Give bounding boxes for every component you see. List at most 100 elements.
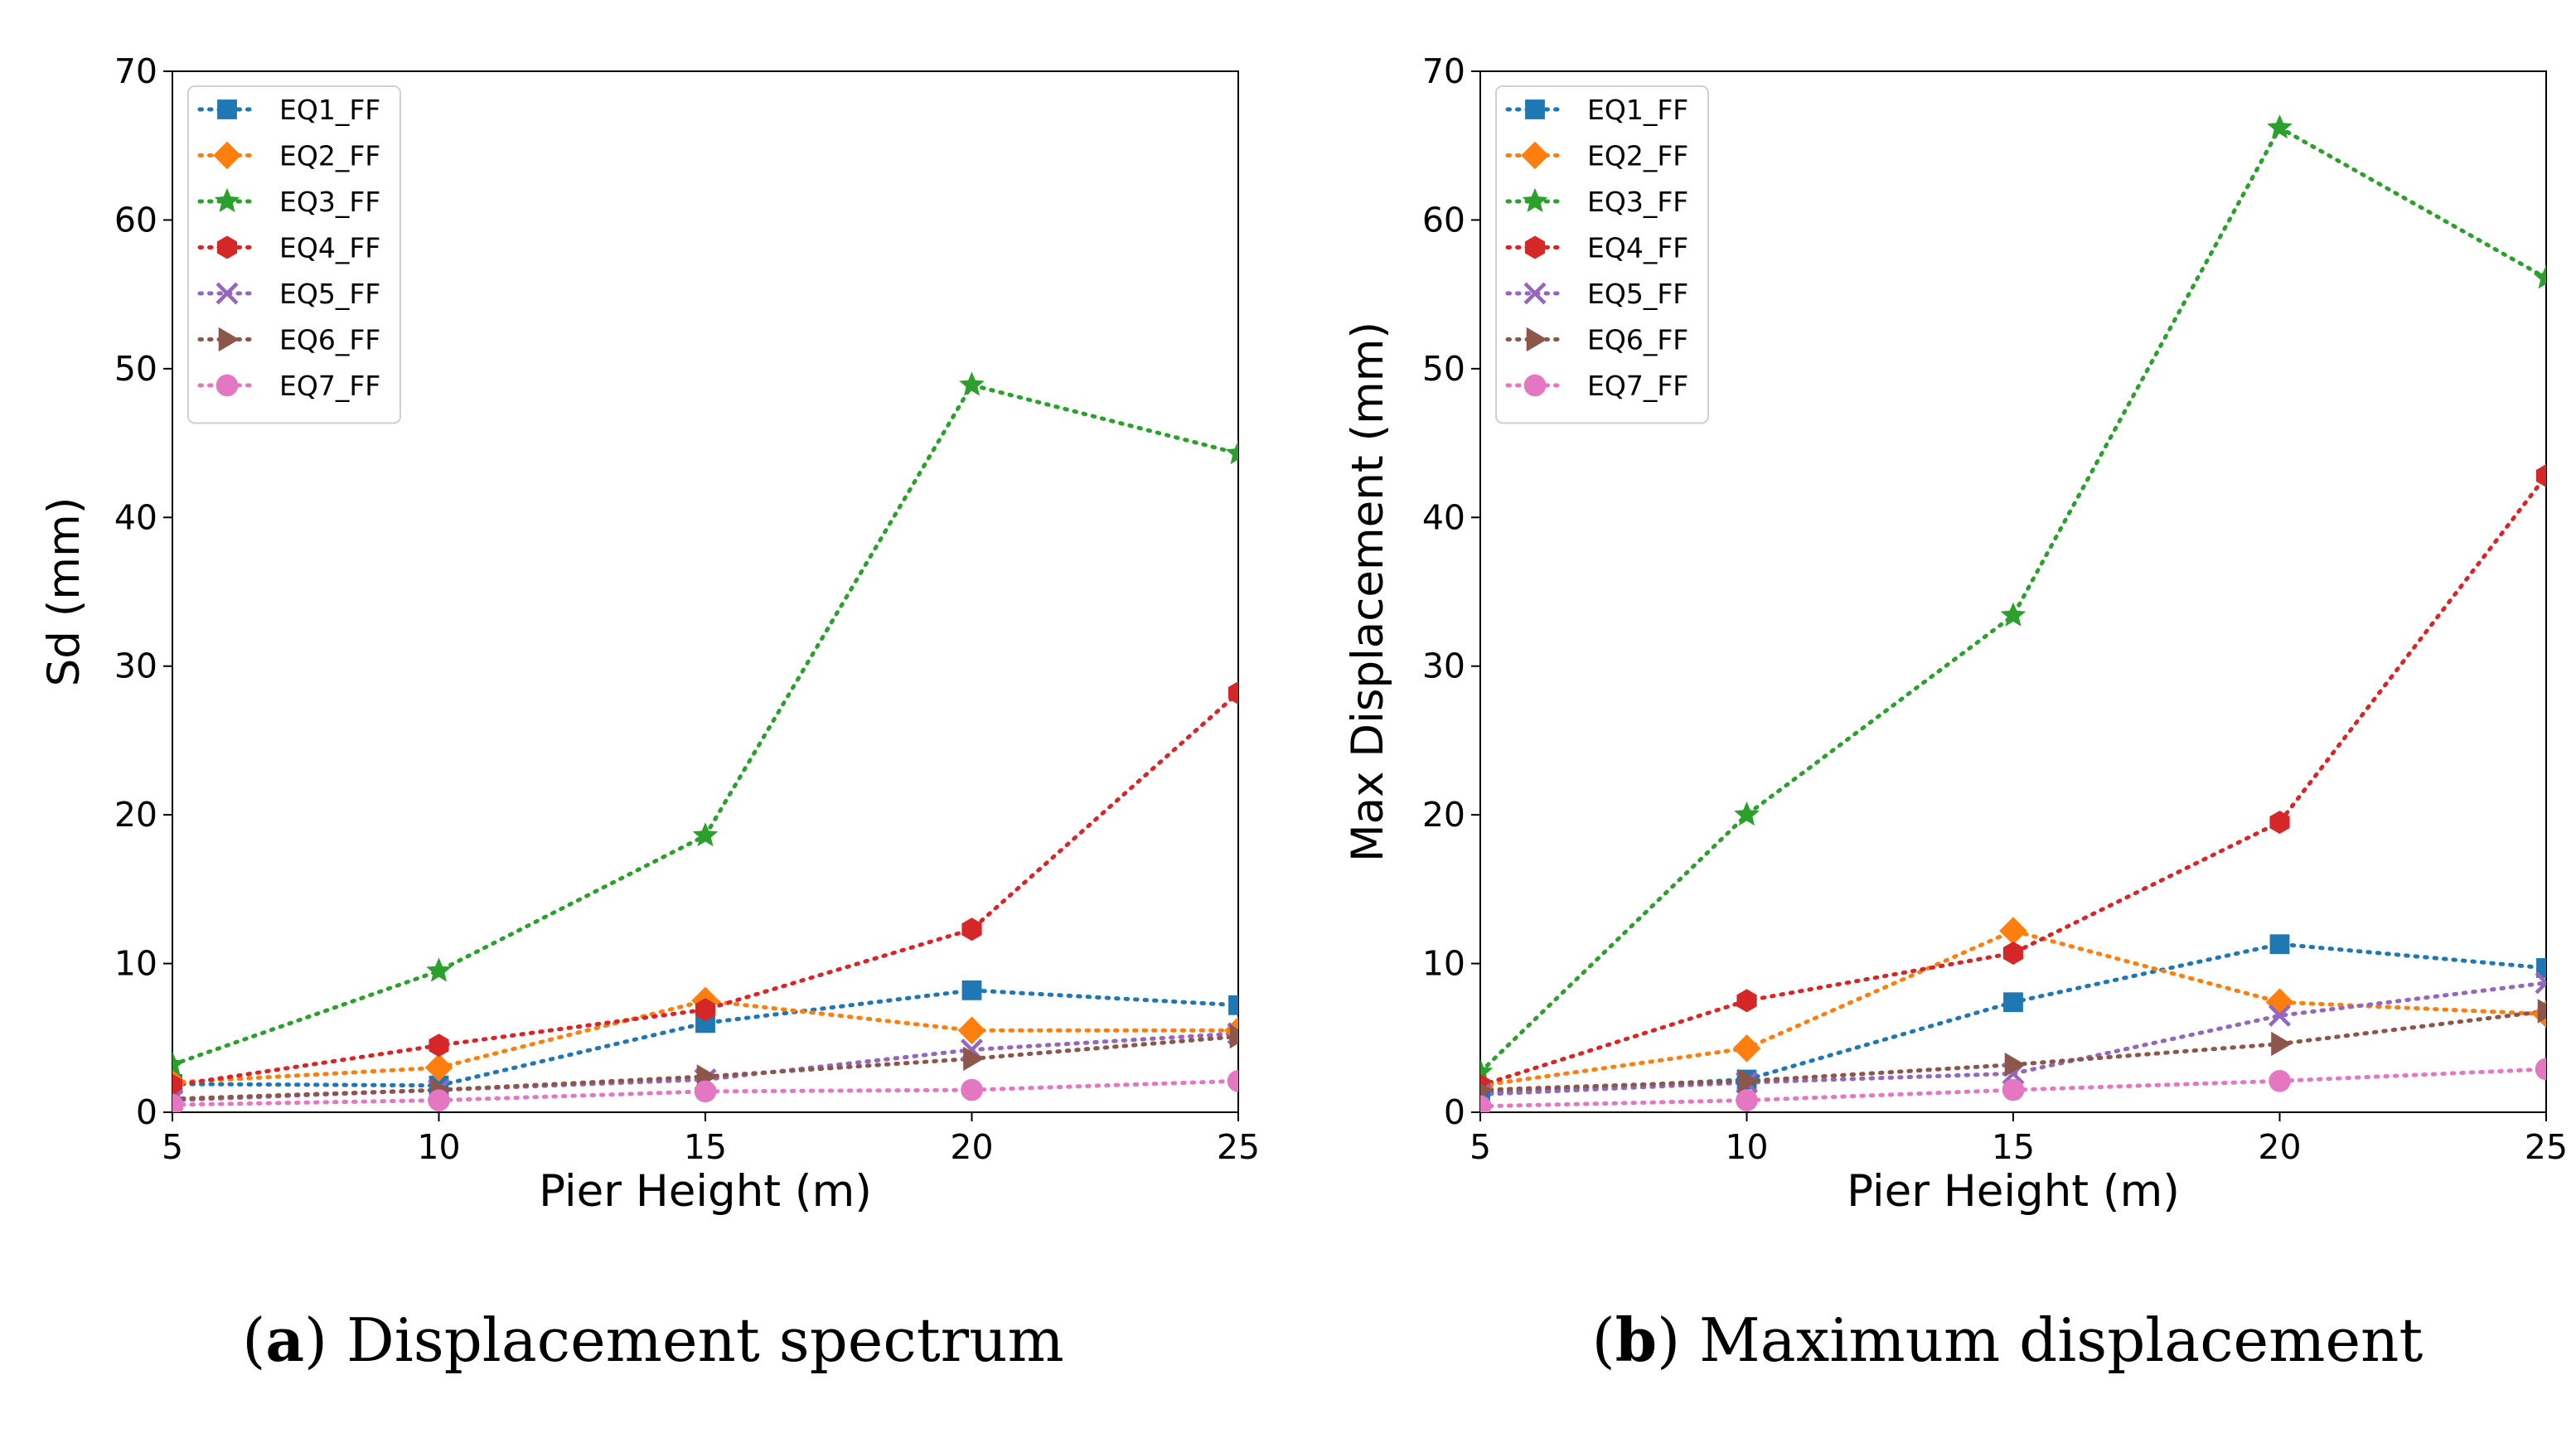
data-point-eq1_ff — [2269, 934, 2290, 955]
y-tick-label: 40 — [1422, 497, 1465, 537]
x-tick-label: 15 — [1992, 1127, 2035, 1167]
x-tick-label: 25 — [1217, 1127, 1260, 1167]
data-point-eq6_ff — [1480, 1082, 1493, 1097]
series-group — [1480, 114, 2546, 1112]
chart-panel-a: 5 10 15 20 25 0 10 20 30 40 50 60 70 Pier Height (m) S… — [39, 51, 1260, 1375]
data-point-eq3_ff — [692, 822, 719, 847]
data-point-eq4_ff — [2535, 464, 2546, 487]
data-point-eq1_ff — [2536, 958, 2546, 978]
y-tick-label: 30 — [114, 646, 157, 686]
data-point-eq7_ff — [2269, 1070, 2291, 1092]
data-point-eq4_ff — [2002, 942, 2024, 965]
data-point-eq5_ff — [2535, 971, 2546, 995]
data-point-eq3_ff — [1734, 801, 1760, 826]
data-point-eq6_ff — [1738, 1068, 1760, 1094]
data-point-eq2_ff — [957, 1016, 986, 1045]
data-point-eq6_ff — [2004, 1052, 2026, 1077]
y-tick-label: 50 — [1422, 349, 1465, 389]
data-point-eq2_ff — [1999, 917, 2027, 945]
data-point-eq1_ff — [961, 980, 982, 1000]
x-tick-label: 10 — [1725, 1127, 1768, 1167]
legend-marker-eq2_ff — [213, 141, 241, 170]
data-point-eq2_ff — [2265, 988, 2294, 1017]
data-point-eq3_ff — [2533, 264, 2546, 289]
data-point-eq4_ff — [961, 917, 982, 942]
y-tick-label: 70 — [114, 51, 157, 91]
series-group — [172, 371, 1238, 1112]
x-axis-label: Pier Height (m) — [1847, 1166, 2180, 1217]
data-point-eq4_ff — [1227, 681, 1238, 704]
legend-entry-eq1_ff: EQ1_FF — [1587, 94, 1688, 126]
chart-panel-b: 5 10 15 20 25 0 10 20 30 40 50 60 70 Pier Height (m) M… — [1343, 51, 2568, 1375]
data-point-eq7_ff — [961, 1078, 983, 1101]
data-point-eq4_ff — [429, 1034, 449, 1058]
figure-caption: (a) Displacement spectrum — [242, 1305, 1063, 1375]
data-point-eq7_ff — [1480, 1095, 1492, 1112]
legend-entry-eq7_ff: EQ7_FF — [279, 370, 380, 402]
y-tick-label: 10 — [1422, 944, 1465, 984]
y-tick-label: 50 — [114, 349, 157, 389]
y-tick-label: 40 — [114, 497, 157, 537]
y-tick-label: 20 — [1422, 795, 1465, 835]
data-point-eq2_ff — [424, 1053, 453, 1082]
legend-entry-eq6_ff: EQ6_FF — [279, 324, 380, 356]
x-tick-label: 25 — [2525, 1127, 2568, 1167]
data-point-eq3_ff — [426, 957, 452, 982]
y-tick-label: 20 — [114, 795, 157, 835]
legend-marker-eq2_ff — [1521, 141, 1549, 170]
data-point-eq4_ff — [2269, 811, 2290, 835]
y-axis-label: Sd (mm) — [39, 497, 90, 687]
series-line-eq1_ff — [172, 988, 1238, 1088]
series-line-eq3_ff — [1480, 124, 2546, 1075]
legend-marker-eq7_ff — [1523, 374, 1547, 397]
legend-marker-eq7_ff — [215, 374, 239, 397]
data-point-eq3_ff — [1225, 440, 1238, 465]
legend-entry-eq3_ff: EQ3_FF — [1587, 186, 1688, 218]
data-point-eq7_ff — [694, 1080, 717, 1103]
legend-marker-eq5_ff — [215, 282, 239, 305]
data-point-eq3_ff — [2000, 602, 2026, 627]
data-point-eq6_ff — [1229, 1024, 1238, 1049]
legend-entry-eq2_ff: EQ2_FF — [1587, 140, 1688, 172]
y-tick-label: 60 — [114, 200, 157, 240]
legend-marker-eq4_ff — [1524, 235, 1546, 259]
x-tick-label: 15 — [684, 1127, 727, 1167]
data-point-eq7_ff — [2002, 1078, 2025, 1101]
x-tick-label: 5 — [1470, 1127, 1491, 1167]
y-tick-label: 70 — [1422, 51, 1465, 91]
legend: EQ1_FF EQ2_FF EQ3_FF EQ4_FF EQ5_FF EQ6_FF EQ7_… — [1495, 85, 1709, 424]
legend-entry-eq4_ff: EQ4_FF — [279, 232, 380, 264]
data-point-eq6_ff — [2271, 1031, 2293, 1057]
x-tick-label: 5 — [162, 1127, 183, 1167]
legend-marker-eq3_ff — [214, 187, 240, 212]
legend-marker-eq4_ff — [216, 235, 238, 259]
data-point-eq4_ff — [695, 998, 716, 1022]
series-line-eq4_ff — [172, 690, 1238, 1088]
y-tick-label: 60 — [1422, 200, 1465, 240]
x-tick-label: 20 — [2258, 1127, 2301, 1167]
data-point-eq2_ff — [1732, 1034, 1761, 1063]
data-point-eq3_ff — [172, 1051, 186, 1076]
legend: EQ1_FF EQ2_FF EQ3_FF EQ4_FF EQ5_FF EQ6_FF EQ7_… — [187, 85, 401, 424]
legend-entry-eq1_ff: EQ1_FF — [279, 94, 380, 126]
legend-marker-eq3_ff — [1522, 187, 1548, 212]
legend-marker-eq6_ff — [1526, 327, 1547, 352]
legend-entry-eq3_ff: EQ3_FF — [279, 186, 380, 218]
legend-entry-eq6_ff: EQ6_FF — [1587, 324, 1688, 356]
x-tick-label: 10 — [417, 1127, 460, 1167]
legend-marker-eq6_ff — [218, 327, 240, 352]
y-tick-label: 10 — [114, 944, 157, 984]
figure-caption: (b) Maximum displacement — [1592, 1305, 2423, 1375]
y-tick-label: 30 — [1422, 646, 1465, 686]
data-point-eq1_ff — [2003, 992, 2023, 1013]
legend-marker-eq1_ff — [217, 99, 237, 119]
data-point-eq7_ff — [172, 1093, 184, 1112]
data-point-eq5_ff — [2269, 1004, 2291, 1027]
y-axis-label: Max Displacement (mm) — [1343, 322, 1393, 862]
data-point-eq7_ff — [1227, 1070, 1238, 1092]
y-tick-label: 0 — [136, 1092, 157, 1132]
x-tick-label: 20 — [950, 1127, 993, 1167]
data-point-eq7_ff — [2535, 1058, 2546, 1081]
series-line-eq3_ff — [172, 382, 1238, 1067]
